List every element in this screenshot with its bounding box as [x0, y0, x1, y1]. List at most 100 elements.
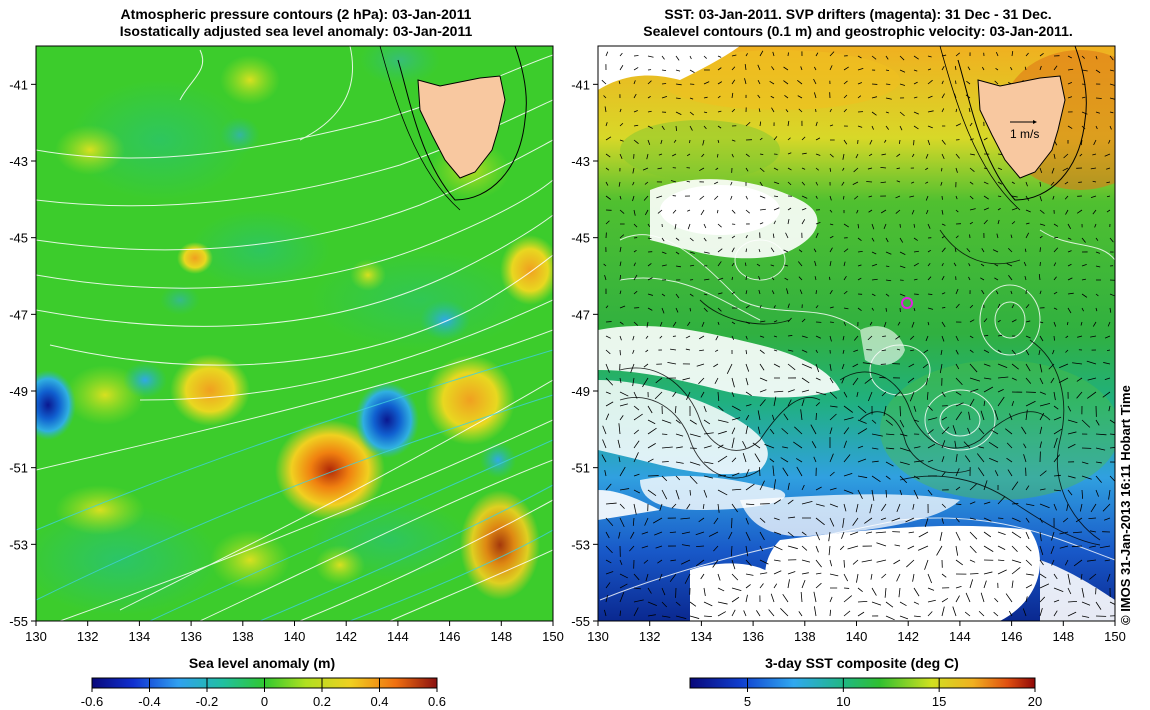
velocity-arrow [815, 167, 819, 171]
velocity-arrow [1106, 195, 1111, 198]
velocity-arrow [773, 305, 776, 309]
right-title-line2: Sealevel contours (0.1 m) and geostrophi… [643, 23, 1073, 39]
right-cbar-tick-label: 15 [932, 694, 946, 709]
velocity-arrow [661, 125, 665, 131]
velocity-arrow [871, 278, 878, 281]
velocity-arrow [619, 209, 625, 214]
velocity-arrow [871, 447, 879, 450]
velocity-arrow [744, 262, 747, 267]
velocity-arrow [1023, 454, 1027, 463]
velocity-arrow [670, 559, 677, 562]
velocity-arrow [1011, 181, 1015, 184]
velocity-arrow [604, 106, 607, 113]
velocity-arrow [829, 377, 834, 384]
velocity-arrow [815, 137, 821, 141]
velocity-arrow [911, 153, 915, 158]
velocity-arrow [814, 276, 817, 281]
velocity-arrow [927, 79, 933, 85]
velocity-arrow [955, 335, 959, 342]
velocity-arrow [955, 468, 960, 477]
velocity-arrow [731, 262, 735, 267]
velocity-arrow [675, 55, 680, 61]
velocity-arrow [605, 195, 611, 200]
velocity-arrow [1048, 363, 1055, 370]
velocity-arrow [994, 470, 999, 477]
velocity-arrow [742, 452, 747, 463]
velocity-arrow [798, 276, 803, 281]
velocity-arrow [857, 55, 862, 59]
velocity-arrow [857, 237, 862, 242]
velocity-arrow [852, 377, 859, 386]
velocity-arrow [927, 276, 932, 281]
velocity-arrow [783, 80, 789, 85]
velocity-arrow [842, 517, 845, 528]
velocity-arrow [899, 405, 901, 417]
velocity-arrow [787, 120, 790, 127]
velocity-arrow [997, 363, 1008, 368]
velocity-arrow [1039, 195, 1042, 202]
velocity-arrow [675, 419, 681, 424]
velocity-arrow [913, 307, 916, 312]
velocity-arrow [969, 501, 976, 505]
velocity-arrow [759, 377, 768, 382]
velocity-arrow [829, 153, 834, 158]
velocity-arrow [913, 475, 920, 480]
velocity-arrow [717, 55, 722, 58]
velocity-arrow [1064, 559, 1069, 566]
velocity-arrow [783, 66, 789, 71]
velocity-arrow [1106, 209, 1111, 213]
velocity-arrow [717, 444, 724, 449]
velocity-arrow [717, 95, 721, 99]
velocity-arrow [871, 237, 875, 242]
velocity-arrow [713, 545, 719, 552]
left-x-tick-label: 138 [232, 629, 254, 644]
velocity-arrow [619, 122, 624, 127]
velocity-arrow [871, 125, 874, 130]
credit-text: © IMOS 31-Jan-2013 16:11 Hobart Time [1118, 385, 1133, 625]
left-x-tick-label: 144 [387, 629, 409, 644]
velocity-arrow [898, 587, 901, 598]
velocity-arrow [983, 195, 989, 200]
velocity-arrow [633, 607, 639, 617]
velocity-arrow [996, 233, 999, 239]
velocity-arrow [1092, 209, 1097, 215]
velocity-arrow [717, 110, 722, 113]
velocity-arrow [955, 153, 960, 159]
velocity-arrow [1095, 489, 1099, 497]
left-title-line1: Atmospheric pressure contours (2 hPa): 0… [120, 6, 472, 22]
velocity-arrow [646, 153, 649, 160]
velocity-arrow [857, 95, 862, 99]
velocity-arrow [1011, 481, 1019, 491]
velocity-arrow [1109, 419, 1115, 424]
velocity-arrow [1081, 475, 1092, 480]
velocity-arrow [913, 237, 918, 241]
velocity-arrow [869, 139, 873, 145]
velocity-arrow [1104, 377, 1111, 380]
velocity-arrow [1089, 573, 1097, 580]
velocity-arrow [731, 417, 741, 421]
velocity-arrow [745, 559, 752, 567]
velocity-arrow [927, 263, 931, 267]
velocity-arrow [745, 335, 748, 340]
velocity-arrow [894, 391, 901, 397]
velocity-arrow [699, 349, 705, 352]
velocity-arrow [758, 108, 761, 113]
velocity-arrow [829, 391, 838, 399]
velocity-arrow [910, 349, 915, 352]
velocity-arrow [923, 349, 929, 354]
velocity-arrow [1011, 195, 1018, 198]
velocity-arrow [699, 167, 705, 172]
velocity-arrow [632, 377, 635, 387]
velocity-arrow [619, 377, 622, 384]
velocity-arrow [801, 167, 806, 170]
velocity-arrow [1011, 51, 1014, 57]
velocity-arrow [1007, 469, 1013, 477]
velocity-arrow [675, 97, 681, 99]
velocity-arrow [994, 80, 999, 85]
velocity-arrow [780, 457, 789, 463]
velocity-arrow [696, 545, 705, 548]
velocity-arrow [1039, 426, 1043, 435]
velocity-arrow [801, 377, 810, 384]
velocity-arrow [1011, 545, 1018, 552]
velocity-arrow [801, 152, 807, 155]
